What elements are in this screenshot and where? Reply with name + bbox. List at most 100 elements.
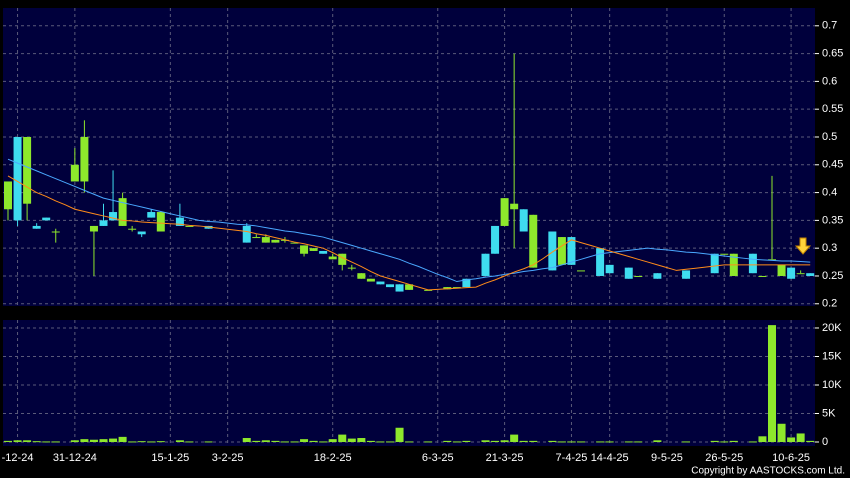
- candle-body: [252, 237, 261, 239]
- y-tick-label: 0.65: [822, 47, 843, 59]
- candle-body: [748, 253, 757, 274]
- copyright: Copyright by AASTOCKS.com Ltd.: [691, 466, 845, 477]
- volume-bar: [491, 440, 500, 443]
- candle-body: [491, 225, 500, 254]
- candle-body: [386, 284, 394, 288]
- candle-body: [118, 198, 127, 226]
- volume-bar: [481, 440, 490, 443]
- volume-bar: [99, 439, 108, 443]
- volume-bar: [500, 440, 509, 443]
- volume-bar: [109, 438, 118, 443]
- candle-body: [319, 250, 328, 254]
- x-tick-label: 6-3-25: [422, 452, 454, 464]
- candle-body: [309, 248, 318, 251]
- volume-bar: [729, 440, 738, 443]
- candle-body: [787, 267, 796, 279]
- candle-body: [242, 225, 251, 243]
- volume-bar: [748, 441, 757, 443]
- volume-bar: [395, 427, 404, 443]
- volume-bar: [557, 441, 566, 443]
- volume-bar: [777, 423, 786, 443]
- candle-body: [806, 273, 815, 276]
- candle-body: [634, 275, 643, 277]
- candle-body: [51, 231, 60, 233]
- volume-bar: [768, 325, 776, 443]
- volume-bar: [357, 438, 366, 443]
- volume-bar: [787, 437, 796, 443]
- price-panel: [3, 8, 815, 306]
- x-tick-label: 31-12-24: [53, 452, 97, 464]
- volume-bar: [128, 441, 137, 443]
- x-tick-label: -12-24: [2, 452, 34, 464]
- candle-body: [175, 217, 184, 226]
- candle-body: [357, 273, 366, 279]
- candle-body: [605, 264, 614, 274]
- candle-body: [109, 212, 118, 221]
- volume-bar: [443, 440, 452, 443]
- volume-bar: [23, 440, 32, 443]
- volume-bar: [424, 441, 433, 443]
- y-tick-label: 0.25: [822, 270, 843, 282]
- candle-body: [653, 273, 662, 279]
- volume-bar: [280, 441, 289, 443]
- candle-body: [768, 259, 776, 261]
- volume-bar: [519, 440, 528, 443]
- volume-bar: [510, 434, 519, 443]
- volume-bar: [147, 441, 156, 443]
- candle-body: [70, 164, 79, 182]
- x-tick-label: 18-2-25: [314, 452, 352, 464]
- x-tick-label: 14-4-25: [591, 452, 629, 464]
- volume-bar: [252, 440, 261, 443]
- volume-bar: [185, 441, 194, 443]
- candle-body: [271, 239, 280, 243]
- volume-bar: [42, 441, 51, 443]
- volume-bar: [271, 440, 280, 443]
- candle-body: [548, 231, 557, 271]
- volume-bar: [634, 441, 643, 443]
- candle-body: [147, 212, 156, 218]
- x-tick-label: 7-4-25: [556, 452, 588, 464]
- candle-body: [300, 245, 309, 254]
- volume-bar: [328, 439, 337, 443]
- candle-body: [481, 253, 490, 276]
- y-tick-label: 0.55: [822, 103, 843, 115]
- volume-bar: [758, 436, 767, 443]
- candle-body: [624, 267, 633, 279]
- candle-body: [80, 136, 89, 182]
- y-tick-label: 5K: [822, 407, 836, 419]
- volume-bar: [309, 440, 318, 443]
- candle-body: [567, 237, 576, 265]
- volume-bar: [204, 441, 213, 443]
- candle-body: [529, 214, 538, 268]
- plot-layer: 0.2 0.25 0.3 0.35 0.4 0.45 0.5 0.55 0.6 0.65 0.7 0 5…: [2, 8, 843, 464]
- moving-average-line: [7, 158, 811, 283]
- candle-body: [185, 225, 194, 227]
- y-tick-label: 20K: [822, 322, 842, 334]
- volume-bar: [13, 440, 22, 443]
- candle-body: [156, 212, 165, 232]
- volume-bar: [80, 439, 89, 443]
- candle-body: [89, 225, 98, 232]
- y-tick-label: 0.35: [822, 214, 843, 226]
- volume-bar: [376, 441, 385, 443]
- candle-body: [137, 231, 146, 235]
- latest-arrow-icon: [794, 237, 812, 255]
- volume-bar: [347, 438, 356, 443]
- volume-bar: [624, 441, 633, 443]
- candle-body: [405, 284, 414, 290]
- candle-body: [290, 242, 299, 244]
- y-tick-label: 0.4: [822, 186, 837, 198]
- volume-bar: [386, 441, 394, 443]
- volume-bar: [290, 441, 299, 443]
- volume-bar: [548, 440, 557, 443]
- candle-body: [4, 181, 12, 210]
- candle-body: [32, 225, 41, 229]
- candle-body: [758, 275, 767, 277]
- volume-bar: [51, 441, 60, 443]
- volume-bar: [175, 440, 184, 443]
- volume-bar: [806, 440, 815, 443]
- y-tick-label: 0.6: [822, 75, 837, 87]
- x-tick-label: 3-2-25: [212, 452, 244, 464]
- candle-body: [500, 198, 509, 226]
